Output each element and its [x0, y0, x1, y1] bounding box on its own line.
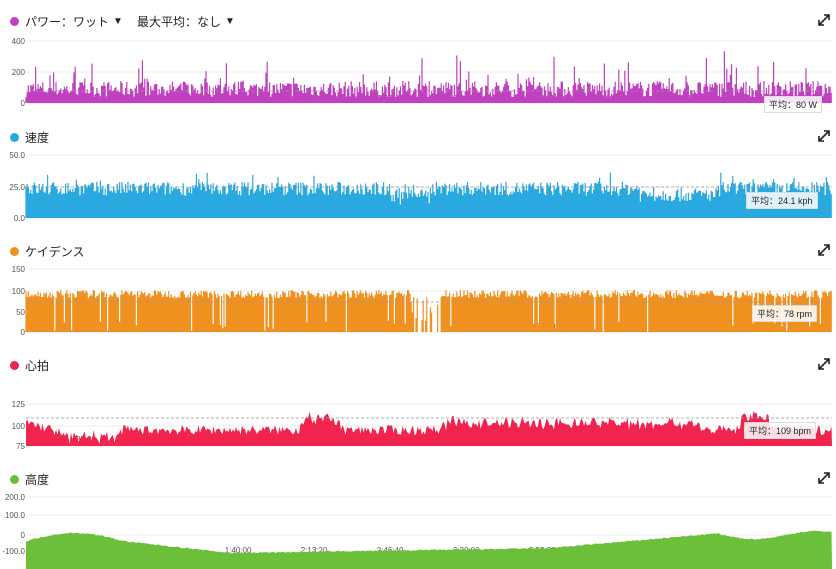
y-tick-label: 100: [12, 422, 26, 431]
power-panel: パワー：ワット ▼ 最大平均：なし ▼ 400 200 0 33:20 1:06:40 1…: [0, 12, 836, 113]
speed-header: 速度: [10, 128, 49, 146]
altitude-title: 高度: [25, 472, 50, 487]
expand-arrows-icon[interactable]: [818, 244, 830, 256]
y-tick-label: 200: [12, 68, 26, 77]
max-avg-dropdown[interactable]: 最大平均：なし ▼: [137, 12, 235, 30]
max-avg-label: 最大平均：なし: [137, 14, 222, 29]
y-tick-label: -100.0: [2, 547, 25, 556]
power-title: パワー：ワット: [25, 14, 110, 29]
speed-chart: 50.025.00.033:20 1:06:40 1:40:00 2:13:20 2:4…: [9, 151, 832, 223]
power-metric-caret-icon: ▼: [113, 15, 123, 27]
y-tick-label: 150: [12, 265, 26, 274]
altitude-chart: 200.0100.00-100.033:201:06:401:40:002:13…: [2, 493, 832, 569]
y-tick-label: 0: [21, 99, 26, 108]
expand-arrows-icon[interactable]: [818, 14, 830, 26]
speed-panel: 速度 50.0 25.0 0.0 33:20 1:06:40 1:40:00 2:13:20…: [0, 128, 836, 224]
series-area: [26, 411, 832, 446]
y-tick-label: 50: [16, 308, 25, 317]
series-bars: [25, 51, 832, 103]
x-tick-label: 2:13:20: [301, 546, 328, 555]
cadence-avg-badge: 平均：78 rpm: [752, 305, 818, 322]
cadence-panel: ケイデンス 150 100 50 0 33:20 1:06:40 1:40:00 2:13:2…: [0, 242, 836, 338]
heart-chart: 1251007533:201:06:401:40:002:13:202:46:4…: [12, 400, 832, 451]
y-tick-label: 50.0: [9, 151, 25, 160]
series-area: [26, 530, 832, 569]
heart-title: 心拍: [25, 358, 50, 373]
expand-arrows-icon[interactable]: [818, 472, 830, 484]
cadence-title: ケイデンス: [25, 244, 85, 259]
power-avg-badge: 平均：80 W: [764, 96, 823, 113]
heart-panel: 心拍 1251007533:201:06:401:40:002:13:202:4…: [0, 356, 836, 452]
series-bars: [25, 290, 832, 332]
y-tick-label: 400: [12, 37, 26, 46]
expand-arrows-icon[interactable]: [818, 130, 830, 142]
cadence-dot: [10, 246, 19, 256]
speed-dot: [10, 132, 19, 142]
y-tick-label: 0: [21, 328, 26, 337]
altitude-panel: 高度 200.0100.00-100.033:201:06:401:40:002…: [0, 470, 836, 569]
speed-avg-badge: 平均：24.1 kph: [746, 192, 818, 209]
cadence-header: ケイデンス: [10, 242, 85, 260]
heart-header: 心拍: [10, 356, 49, 374]
y-tick-label: 200.0: [5, 493, 26, 502]
y-tick-label: 25.0: [9, 183, 25, 192]
altitude-dot: [10, 474, 19, 484]
y-tick-label: 75: [16, 442, 25, 451]
y-tick-label: 100.0: [5, 511, 26, 520]
heart-dot: [10, 360, 19, 370]
power-dot: [10, 16, 19, 26]
altitude-header: 高度: [10, 470, 49, 488]
y-tick-label: 0: [21, 531, 26, 540]
power-header[interactable]: パワー：ワット ▼: [10, 12, 123, 30]
max-avg-caret-icon: ▼: [225, 15, 235, 27]
y-tick-label: 0.0: [14, 214, 26, 223]
expand-arrows-icon[interactable]: [818, 358, 830, 370]
x-tick-label: 1:40:00: [225, 546, 252, 555]
speed-title: 速度: [25, 130, 50, 145]
heart-avg-badge: 平均：109 bpm: [744, 422, 817, 439]
y-tick-label: 125: [12, 400, 26, 409]
y-tick-label: 100: [12, 287, 26, 296]
series-bars: [25, 172, 832, 218]
